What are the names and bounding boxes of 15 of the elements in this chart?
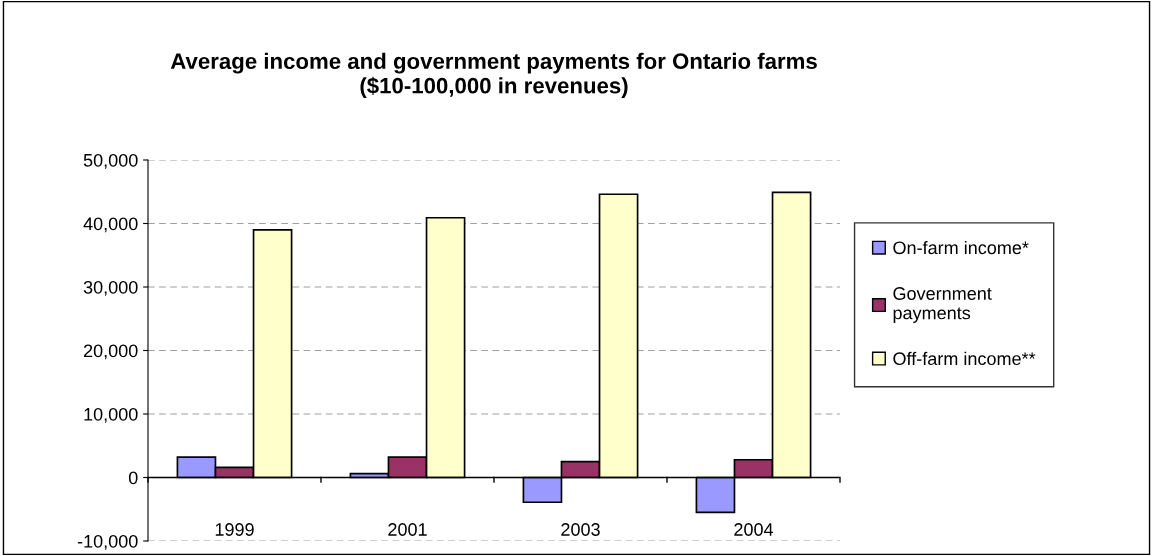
x-tick-label: 2003 [561,523,600,536]
x-tick-label: 2001 [388,523,427,536]
legend-label: Government payments [893,287,992,323]
legend-label: On-farm income* [893,240,1029,255]
x-tick-label: 1999 [215,523,254,536]
x-tick-label: 2004 [734,523,774,536]
y-tick-label: 0 [128,471,138,485]
y-tick-label: -10,000 [77,534,138,550]
y-tick-label: 50,000 [83,153,138,169]
legend-label: Off-farm income** [893,351,1036,366]
y-tick-label: 10,000 [84,407,138,423]
y-tick-label: 40,000 [83,217,138,233]
y-tick-label: 30,000 [83,280,138,296]
chart-title: Average income and government payments for Ontario farms ($10-100,000 in revenues) [170,52,817,98]
y-tick-label: 20,000 [83,344,138,360]
